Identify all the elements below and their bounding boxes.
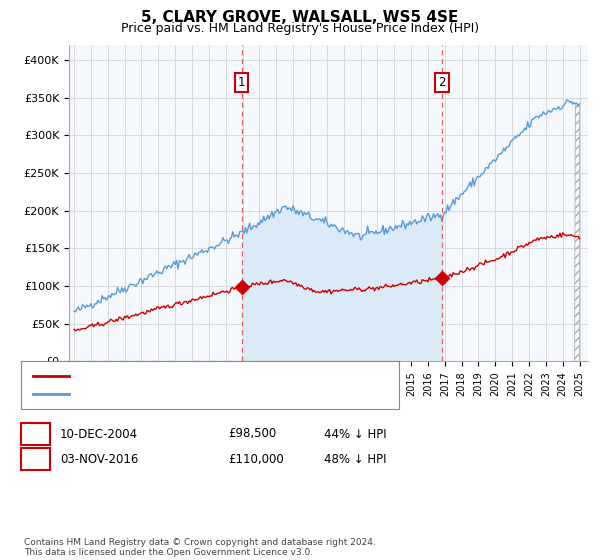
Text: 1: 1 (31, 427, 40, 441)
Text: 10-DEC-2004: 10-DEC-2004 (60, 427, 138, 441)
Text: 5, CLARY GROVE, WALSALL, WS5 4SE: 5, CLARY GROVE, WALSALL, WS5 4SE (142, 10, 458, 25)
Text: 2: 2 (439, 76, 446, 89)
Text: £98,500: £98,500 (228, 427, 276, 441)
Text: 5, CLARY GROVE, WALSALL, WS5 4SE (detached house): 5, CLARY GROVE, WALSALL, WS5 4SE (detach… (75, 371, 364, 381)
Text: Contains HM Land Registry data © Crown copyright and database right 2024.
This d: Contains HM Land Registry data © Crown c… (24, 538, 376, 557)
Text: HPI: Average price, detached house, Sandwell: HPI: Average price, detached house, Sand… (75, 389, 315, 399)
Text: 2: 2 (31, 452, 40, 466)
Text: 1: 1 (238, 76, 245, 89)
Text: £110,000: £110,000 (228, 452, 284, 466)
Text: 44% ↓ HPI: 44% ↓ HPI (324, 427, 386, 441)
Text: 03-NOV-2016: 03-NOV-2016 (60, 452, 139, 466)
Text: Price paid vs. HM Land Registry's House Price Index (HPI): Price paid vs. HM Land Registry's House … (121, 22, 479, 35)
Text: 48% ↓ HPI: 48% ↓ HPI (324, 452, 386, 466)
